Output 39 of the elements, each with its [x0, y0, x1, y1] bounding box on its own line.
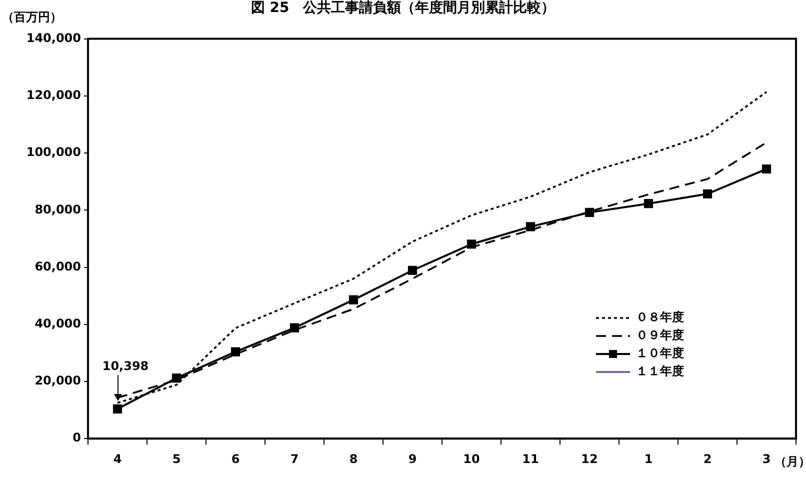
legend-label: ０９年度	[636, 327, 684, 344]
x-tick-label: 6	[231, 452, 240, 466]
annotation: 10,398	[102, 359, 149, 374]
y-tick-label: 80,000	[34, 202, 81, 216]
point	[348, 295, 358, 304]
x-tick-label: 10	[463, 452, 480, 466]
y-tick-label: 0	[72, 430, 81, 445]
legend-label: １１年度	[636, 363, 684, 380]
x-axis-title: （月）	[774, 454, 806, 469]
point	[702, 189, 712, 198]
y-tick-label: 60,000	[34, 259, 81, 274]
chart-title: 図 25 公共工事請負額（年度間月別累計比較）	[250, 0, 556, 16]
legend-label: １０年度	[636, 345, 684, 362]
y-tick-label: 20,000	[34, 374, 81, 388]
x-tick-label: 5	[172, 452, 181, 466]
y-tick-label: 100,000	[26, 145, 81, 160]
point	[762, 164, 772, 174]
point	[230, 347, 240, 356]
point	[526, 222, 536, 232]
x-tick-label: 11	[522, 452, 539, 466]
legend-label: ０８年度	[636, 309, 684, 326]
point	[172, 374, 182, 383]
y-axis-title: （百万円）	[2, 10, 62, 24]
x-tick-label: 8	[349, 452, 358, 466]
x-tick-label: 4	[113, 452, 122, 466]
x-tick-label: 3	[762, 452, 771, 466]
x-tick-label: 1	[644, 452, 653, 466]
point	[584, 208, 594, 217]
point	[112, 404, 122, 414]
x-tick-label: 2	[703, 452, 712, 466]
y-tick-label: 120,000	[26, 88, 81, 102]
point	[644, 199, 654, 208]
point	[408, 266, 418, 275]
x-tick-label: 7	[290, 452, 299, 466]
y-tick-label: 40,000	[34, 316, 81, 330]
x-tick-label: 9	[408, 452, 417, 466]
y-tick-label: 140,000	[26, 30, 81, 45]
x-tick-label: 12	[581, 452, 598, 466]
point	[290, 323, 300, 332]
